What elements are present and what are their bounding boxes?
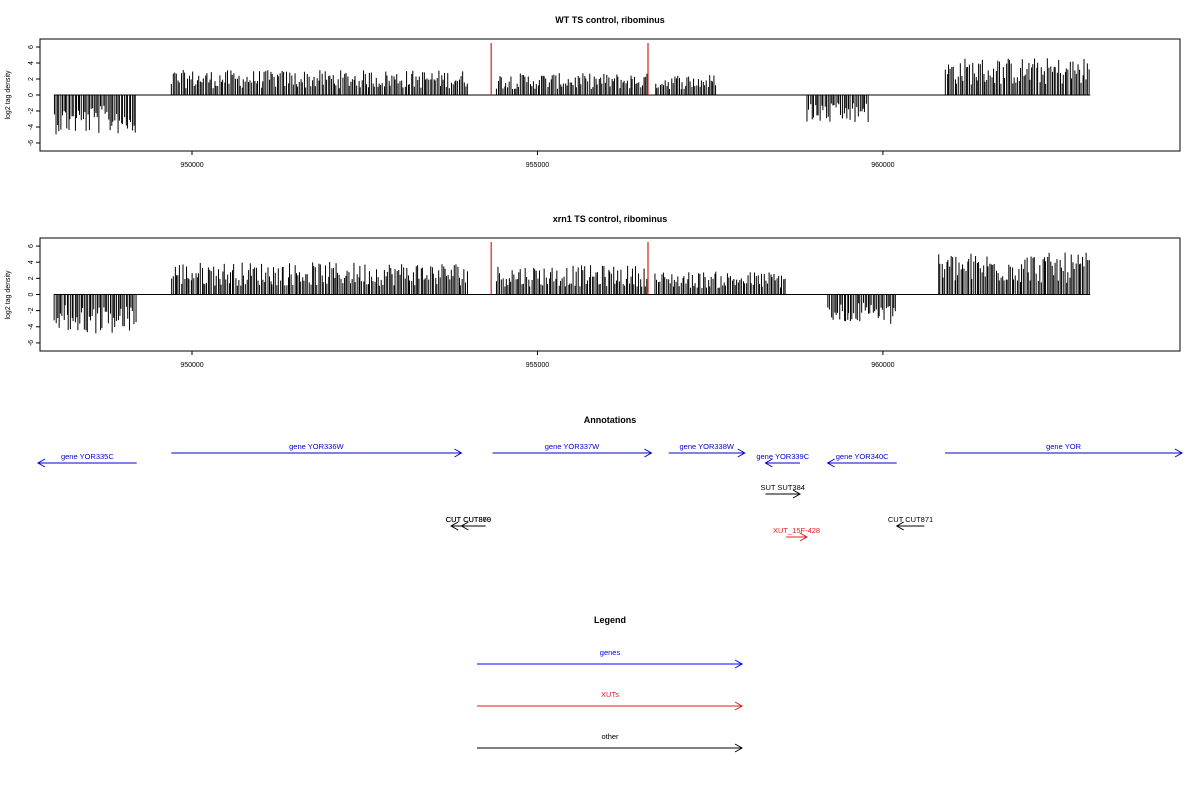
annotation-arrowhead	[895, 521, 904, 531]
legend-items: genes XUTs other	[477, 648, 744, 753]
annotation-arrowhead	[737, 448, 746, 458]
wt-y-axis-label: log2 tag density	[5, 70, 12, 120]
wt-panel-title: WT TS control, ribominus	[555, 15, 665, 25]
x-tick-label: 960000	[871, 162, 894, 169]
annotations-title: Annotations	[584, 415, 637, 425]
legend-label: genes	[600, 648, 621, 657]
annotation-arrowhead	[799, 532, 808, 542]
y-tick-label: -2	[28, 307, 35, 313]
annotation-label: CUT CUT869	[446, 515, 491, 524]
annotation-label: CUT CUT870	[446, 515, 491, 524]
annotation-label: gene YOR335C	[61, 452, 114, 461]
legend-arrowhead	[734, 659, 744, 669]
x-tick-label: 955000	[526, 162, 549, 169]
annotation-label: gene YOR	[1046, 442, 1081, 451]
xrn1-panel-title: xrn1 TS control, ribominus	[553, 214, 668, 224]
legend-label: other	[601, 732, 619, 741]
annotation-label: gene YOR337W	[545, 442, 600, 451]
wt-bar-series	[53, 43, 1091, 135]
y-tick-label: -6	[28, 140, 35, 146]
x-tick-label: 960000	[871, 362, 894, 369]
y-tick-label: 6	[28, 45, 35, 49]
xrn1-bar-series	[53, 242, 1091, 334]
xrn1-y-axis-label: log2 tag density	[5, 270, 12, 320]
annotation-arrowhead	[36, 458, 46, 468]
annotation-label: gene YOR340C	[836, 452, 889, 461]
y-tick-label: 0	[28, 292, 35, 296]
x-tick-label: 950000	[180, 362, 203, 369]
xrn1-axes: -6 -4 -2 0 2 4 6 950000 955000 960000	[28, 244, 895, 369]
y-tick-label: -4	[28, 324, 35, 330]
annotation-arrowhead	[826, 458, 835, 468]
wt-track-panel: WT TS control, ribominus log2 tag densit…	[5, 15, 1181, 169]
annotation-label: CUT CUT871	[888, 515, 933, 524]
annotation-arrowhead	[454, 448, 463, 458]
annotation-arrowhead	[792, 489, 802, 499]
annotation-label: XUT_15F-428	[773, 526, 820, 535]
legend-arrowhead	[734, 701, 744, 711]
annotation-arrowhead	[460, 521, 469, 531]
y-tick-label: -2	[28, 108, 35, 114]
y-tick-label: -6	[28, 340, 35, 346]
y-tick-label: 4	[28, 260, 35, 264]
y-tick-label: 2	[28, 276, 35, 280]
legend-arrowhead	[734, 743, 744, 753]
annotation-label: gene YOR339C	[756, 452, 809, 461]
annotation-arrowhead	[1174, 448, 1184, 458]
annotation-items: gene YOR335C gene YOR336W gene YOR337W gene…	[36, 442, 1184, 542]
x-tick-label: 955000	[526, 362, 549, 369]
annotation-arrowhead	[450, 521, 459, 531]
y-tick-label: 6	[28, 244, 35, 248]
y-tick-label: 0	[28, 93, 35, 97]
legend-label: XUTs	[601, 690, 619, 699]
legend: Legend genes XUTs other	[477, 615, 744, 753]
y-tick-label: -4	[28, 124, 35, 130]
y-tick-label: 4	[28, 61, 35, 65]
annotation-arrowhead	[764, 458, 773, 468]
legend-title: Legend	[594, 615, 626, 625]
x-tick-label: 950000	[180, 162, 203, 169]
annotation-label: gene YOR338W	[679, 442, 734, 451]
y-tick-label: 2	[28, 77, 35, 81]
xrn1-track-panel: xrn1 TS control, ribominus log2 tag dens…	[5, 214, 1181, 369]
annotation-label: gene YOR336W	[289, 442, 344, 451]
wt-axes: -6 -4 -2 0 2 4 6 950000 955000 960000	[28, 45, 895, 169]
annotation-label: SUT SUT384	[760, 483, 804, 492]
annotation-arrowhead	[644, 448, 653, 458]
